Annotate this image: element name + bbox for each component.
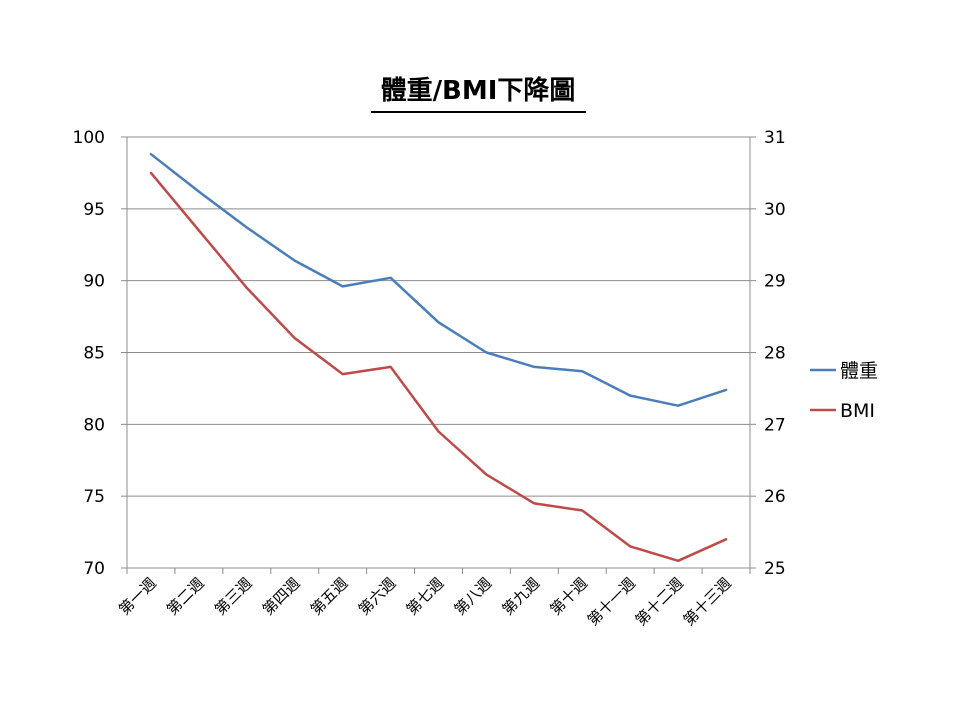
y-left-tick-label: 85 (83, 344, 105, 364)
gridlines (127, 136, 750, 569)
x-tick-label: 第十二週 (632, 574, 687, 629)
x-tick-label: 第十一週 (584, 574, 639, 629)
x-tick-label: 第三週 (211, 574, 256, 619)
y-right-tick-label: 29 (764, 272, 786, 292)
y-right-tick-label: 26 (764, 487, 786, 507)
y-right-tick-label: 27 (764, 415, 786, 435)
x-tick-label: 第九週 (499, 574, 544, 619)
x-tick-label: 第十週 (547, 574, 592, 619)
x-tick-label: 第五週 (307, 574, 352, 619)
series-line-2 (149, 171, 728, 563)
legend-label-2: BMI (840, 400, 875, 422)
legend-label-1: 體重 (840, 360, 878, 382)
axes (121, 136, 756, 574)
x-tick-label: 第十三週 (680, 574, 735, 629)
chart-title: 體重/BMI下降圖 (381, 76, 576, 106)
y-right-tick-label: 25 (764, 559, 786, 579)
axis-labels: 70 75 80 85 90 95 100 25 26 27 28 29 30 31 第一週 第二週 第三週 第四… (73, 128, 786, 629)
y-left-tick-label: 90 (83, 272, 105, 292)
y-right-tick-label: 31 (764, 128, 786, 148)
y-left-tick-label: 80 (83, 415, 105, 435)
x-tick-label: 第一週 (115, 574, 160, 619)
y-left-tick-label: 95 (83, 200, 105, 220)
x-tick-label: 第四週 (259, 574, 304, 619)
y-left-tick-label: 70 (83, 559, 105, 579)
y-right-tick-label: 28 (764, 344, 786, 364)
x-tick-label: 第六週 (355, 574, 400, 619)
y-right-tick-label: 30 (764, 200, 786, 220)
y-left-tick-label: 75 (83, 487, 105, 507)
x-tick-label: 第八週 (451, 574, 496, 619)
y-left-tick-label: 100 (73, 128, 105, 148)
x-tick-label: 第二週 (163, 574, 208, 619)
legend: 體重 BMI (810, 360, 878, 422)
x-tick-label: 第七週 (403, 574, 448, 619)
series-line-1 (149, 152, 728, 407)
series-lines (149, 152, 728, 563)
